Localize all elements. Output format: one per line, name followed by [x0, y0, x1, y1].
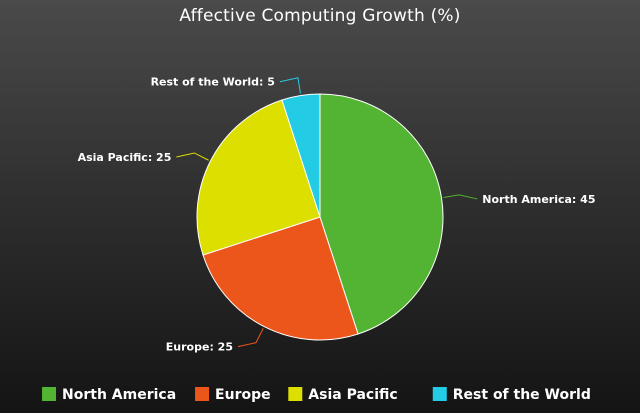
- legend: North America Europe Asia Pacific Rest of t…: [42, 387, 591, 403]
- legend-label: Asia Pacific: [308, 387, 397, 403]
- legend-swatch: [432, 387, 447, 401]
- legend-item-europe[interactable]: Europe: [195, 387, 271, 403]
- chart-title: Affective Computing Growth (%): [179, 6, 461, 26]
- connector-rest-of-the-world: [279, 77, 301, 94]
- legend-label: Rest of the World: [453, 387, 591, 403]
- legend-swatch: [42, 387, 57, 401]
- pie-slices: [196, 93, 444, 341]
- pie-slice-north-america[interactable]: [319, 93, 444, 335]
- legend-item-north-america[interactable]: North America: [42, 387, 176, 403]
- data-label-north-america: North America: 45: [482, 193, 595, 206]
- legend-swatch: [288, 387, 303, 401]
- legend-swatch: [195, 387, 210, 401]
- data-label-europe: Europe: 25: [166, 341, 233, 354]
- legend-label: Europe: [215, 387, 271, 403]
- connector-asia-pacific: [176, 152, 209, 161]
- data-label-asia-pacific: Asia Pacific: 25: [78, 151, 172, 164]
- connector-europe: [237, 328, 264, 348]
- pie-slice-rest-of-the-world[interactable]: [281, 93, 321, 218]
- legend-label: North America: [62, 387, 176, 403]
- connector-north-america: [443, 194, 478, 200]
- pie-slice-asia-pacific[interactable]: [196, 99, 321, 256]
- data-labels: North America: 45 Europe: 25 Asia Pacific:…: [78, 76, 596, 354]
- legend-item-asia-pacific[interactable]: Asia Pacific: [288, 387, 398, 403]
- data-label-rest-of-the-world: Rest of the World: 5: [151, 76, 275, 89]
- legend-item-rest-of-the-world[interactable]: Rest of the World: [432, 387, 591, 403]
- pie-slice-europe[interactable]: [202, 216, 359, 341]
